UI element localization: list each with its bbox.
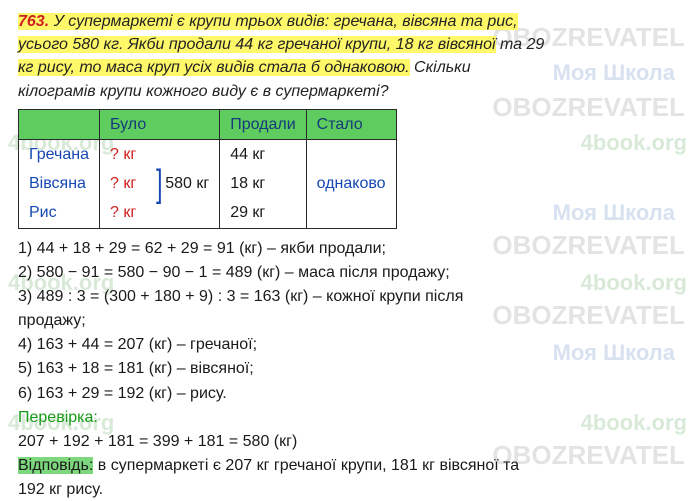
solution-step: продажу; [18, 309, 677, 332]
table-header: Було [100, 109, 220, 139]
cell-total: ] 580 кг [146, 139, 220, 228]
table-row: Гречана ? кг ] 580 кг 44 кг однаково [19, 139, 397, 169]
total-value: 580 кг [165, 175, 209, 192]
problem-line: усього 580 кг. Якби продали 44 кг гречан… [18, 36, 496, 53]
solution-step: 3) 489 : 3 = (300 + 180 + 9) : 3 = 163 (… [18, 285, 677, 308]
answer-text: в супермаркеті є 207 кг гречаної крупи, … [93, 457, 519, 474]
cell-sold: 29 кг [220, 198, 306, 228]
problem-number: 763. [18, 13, 49, 30]
page-content: 763. У супермаркеті є крупи трьох видів:… [0, 0, 695, 501]
solution-step: 6) 163 + 29 = 192 (кг) – рису. [18, 382, 677, 405]
solution-step: 2) 580 − 91 = 580 − 90 − 1 = 489 (кг) – … [18, 261, 677, 284]
check-line: 207 + 192 + 181 = 399 + 181 = 580 (кг) [18, 430, 677, 453]
cell-sold: 44 кг [220, 139, 306, 169]
row-label: Рис [19, 198, 100, 228]
cell-was: ? кг [100, 169, 147, 198]
cell-became: однаково [306, 139, 396, 228]
cell-was: ? кг [100, 198, 147, 228]
check-label: Перевірка: [18, 409, 98, 426]
solution-step: 4) 163 + 44 = 207 (кг) – гречаної; [18, 333, 677, 356]
problem-line: кілограмів крупи кожного виду є в суперм… [18, 83, 389, 100]
answer-label: Відповідь: [18, 457, 93, 474]
solution-block: 1) 44 + 18 + 29 = 62 + 29 = 91 (кг) – як… [18, 237, 677, 501]
solution-step: 5) 163 + 18 = 181 (кг) – вівсяної; [18, 357, 677, 380]
problem-line: Скільки [410, 59, 471, 76]
cell-was: ? кг [100, 139, 147, 169]
problem-line: У супермаркеті є крупи трьох видів: греч… [54, 13, 518, 30]
answer-text: 192 кг рису. [18, 478, 677, 501]
table-header [19, 109, 100, 139]
row-label: Гречана [19, 139, 100, 169]
table-header: Стало [306, 109, 396, 139]
data-table: Було Продали Стало Гречана ? кг ] 580 кг… [18, 109, 397, 229]
row-label: Вівсяна [19, 169, 100, 198]
cell-sold: 18 кг [220, 169, 306, 198]
table-header-row: Було Продали Стало [19, 109, 397, 139]
problem-line: кг рису, то маса круп усіх видів стала б… [18, 59, 410, 76]
solution-step: 1) 44 + 18 + 29 = 62 + 29 = 91 (кг) – як… [18, 237, 677, 260]
problem-line: та 29 [496, 36, 545, 53]
table-header: Продали [220, 109, 306, 139]
problem-statement: 763. У супермаркеті є крупи трьох видів:… [18, 10, 677, 103]
